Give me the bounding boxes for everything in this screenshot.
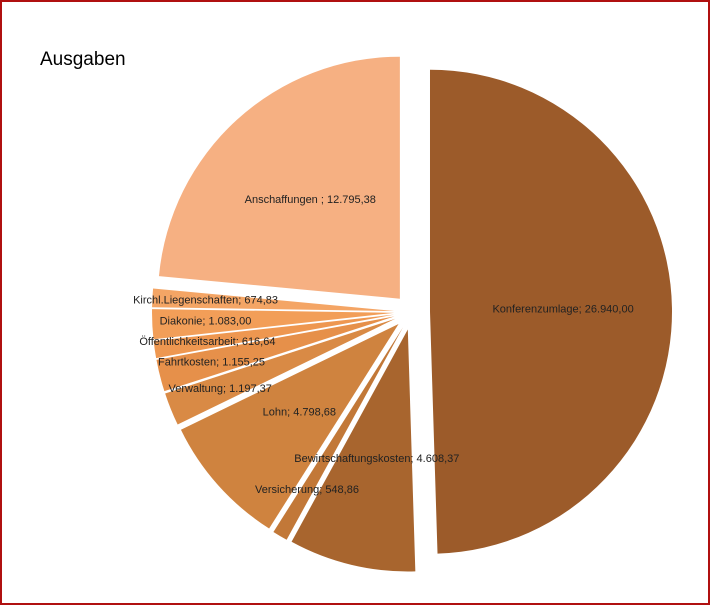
pie-slice — [180, 323, 399, 529]
labels: Konferenzumlage; 26.940,00 Bewirtschaftun… — [133, 194, 634, 496]
data-label: Fahrtkosten; 1.155,25 — [158, 357, 265, 369]
slices — [152, 56, 672, 572]
pie-slice — [152, 309, 395, 340]
data-label: Öffentlichkeitsarbeit; 616,64 — [139, 336, 275, 348]
chart-title: Ausgaben — [40, 49, 126, 70]
data-label: Lohn; 4.798,68 — [263, 407, 336, 419]
pie-slice — [153, 314, 395, 359]
data-label: Kirchl.Liegenschaften; 674,83 — [133, 295, 278, 307]
data-label: Verwaltung; 1.197,37 — [169, 383, 272, 395]
data-label: Diakonie; 1.083,00 — [160, 316, 252, 328]
pie-slice — [429, 69, 672, 554]
pie-slice — [156, 316, 395, 392]
data-label: Anschaffungen ; 12.795,38 — [245, 194, 376, 206]
pie-slice — [158, 56, 400, 299]
pie-slice — [291, 329, 416, 572]
pie-slice — [273, 327, 403, 540]
data-label: Bewirtschaftungskosten; 4.608,37 — [294, 453, 459, 465]
data-label: Konferenzumlage; 26.940,00 — [492, 304, 633, 316]
data-label: Versicherung; 548,86 — [255, 484, 359, 496]
pie-slice — [165, 318, 396, 425]
pie-slice — [152, 288, 395, 312]
